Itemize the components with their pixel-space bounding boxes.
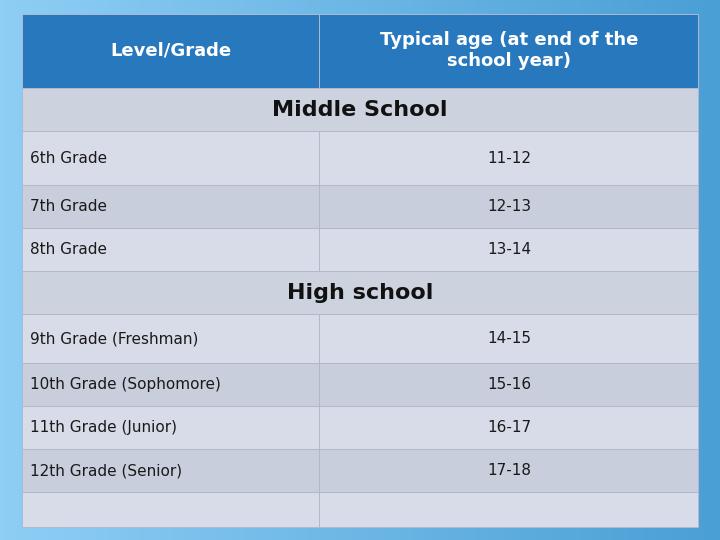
Bar [320, 14, 698, 88]
Text: 12th Grade (Senior): 12th Grade (Senior) [30, 463, 182, 478]
Bar [320, 185, 698, 228]
Text: 13-14: 13-14 [487, 242, 531, 258]
Text: 16-17: 16-17 [487, 420, 531, 435]
Bar [22, 406, 320, 449]
Bar [22, 492, 320, 526]
Bar [320, 131, 698, 185]
Text: 11th Grade (Junior): 11th Grade (Junior) [30, 420, 177, 435]
Text: 7th Grade: 7th Grade [30, 199, 107, 214]
Text: Middle School: Middle School [272, 99, 448, 119]
Bar [22, 131, 320, 185]
Text: Level/Grade: Level/Grade [110, 42, 231, 60]
Bar [320, 314, 698, 363]
Bar [320, 406, 698, 449]
Text: 14-15: 14-15 [487, 331, 531, 346]
Text: 8th Grade: 8th Grade [30, 242, 107, 258]
Text: 6th Grade: 6th Grade [30, 151, 107, 166]
Bar [22, 363, 320, 406]
Text: Typical age (at end of the
school year): Typical age (at end of the school year) [379, 31, 638, 70]
Text: 15-16: 15-16 [487, 377, 531, 392]
Text: 9th Grade (Freshman): 9th Grade (Freshman) [30, 331, 199, 346]
Text: 12-13: 12-13 [487, 199, 531, 214]
Text: 11-12: 11-12 [487, 151, 531, 166]
Text: 17-18: 17-18 [487, 463, 531, 478]
Bar [22, 314, 320, 363]
Text: 10th Grade (Sophomore): 10th Grade (Sophomore) [30, 377, 221, 392]
Bar [22, 14, 320, 88]
Bar [22, 185, 320, 228]
Bar [22, 449, 320, 492]
Bar [320, 228, 698, 272]
Bar [320, 492, 698, 526]
Bar [320, 449, 698, 492]
Text: High school: High school [287, 283, 433, 303]
Bar [320, 363, 698, 406]
Bar [22, 272, 698, 314]
Bar [22, 228, 320, 272]
Bar [22, 88, 698, 131]
